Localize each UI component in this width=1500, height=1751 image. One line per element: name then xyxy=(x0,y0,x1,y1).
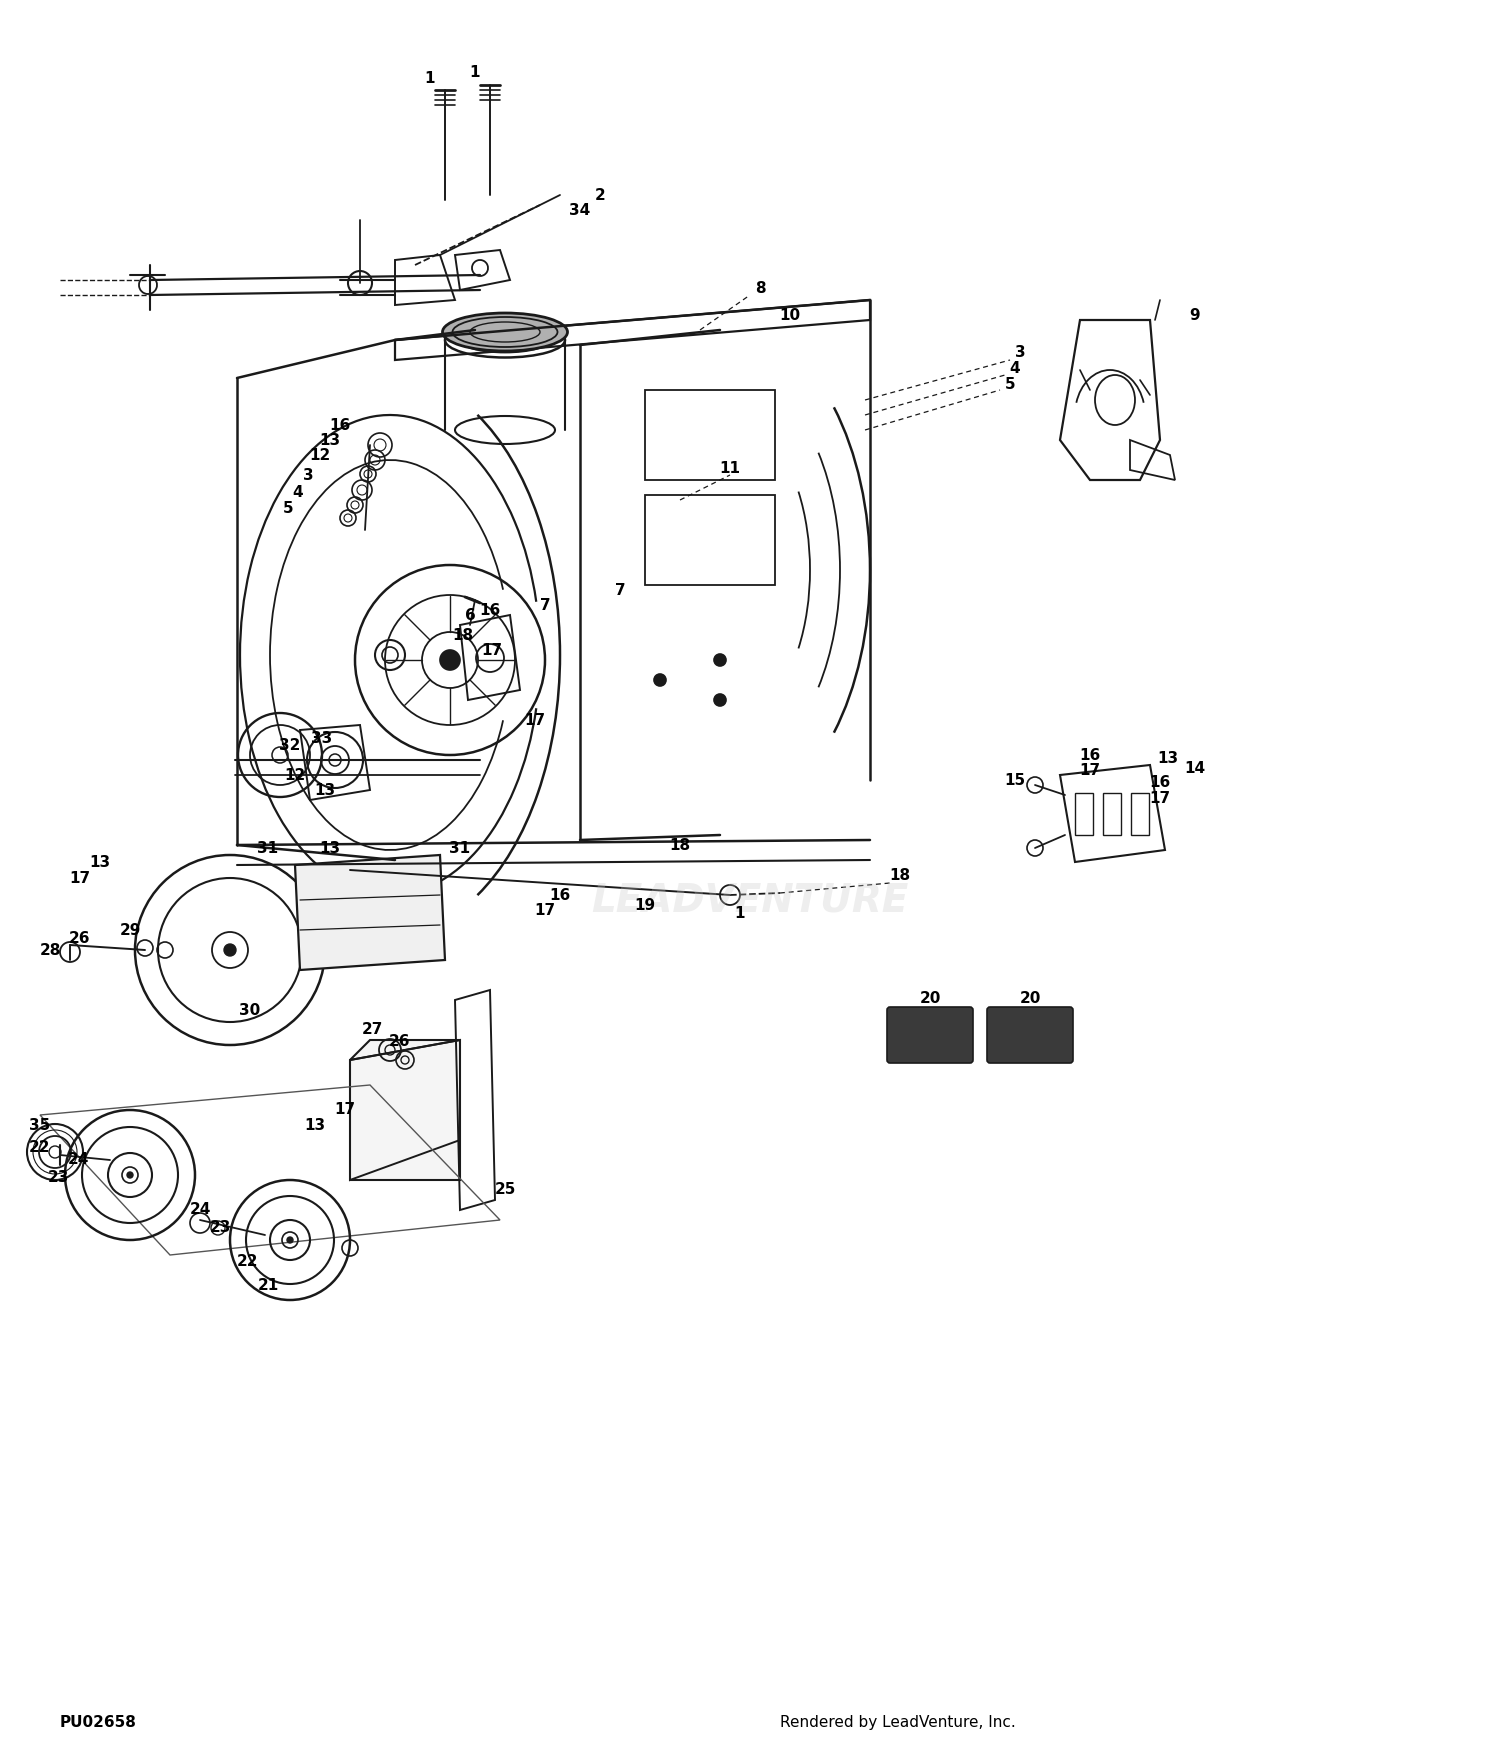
Text: 21: 21 xyxy=(258,1278,279,1292)
Text: 16: 16 xyxy=(480,602,501,618)
Text: 17: 17 xyxy=(1080,762,1101,777)
Text: 24: 24 xyxy=(68,1152,88,1168)
Text: 2: 2 xyxy=(594,187,606,203)
Text: 19: 19 xyxy=(634,898,656,912)
Text: 26: 26 xyxy=(69,930,90,946)
Circle shape xyxy=(714,655,726,665)
Text: 17: 17 xyxy=(69,870,90,886)
Text: 1: 1 xyxy=(735,905,746,921)
Text: 18: 18 xyxy=(669,837,690,853)
Text: 13: 13 xyxy=(90,854,111,870)
Text: 35: 35 xyxy=(30,1117,51,1133)
Text: 6: 6 xyxy=(465,608,476,623)
Text: 3: 3 xyxy=(303,468,313,483)
Text: 5: 5 xyxy=(1005,376,1016,392)
Text: 13: 13 xyxy=(320,432,340,448)
Text: 23: 23 xyxy=(48,1170,69,1184)
Text: 23: 23 xyxy=(210,1220,231,1236)
Bar xyxy=(1076,793,1094,835)
Bar xyxy=(1131,793,1149,835)
Circle shape xyxy=(440,650,460,671)
Text: 16: 16 xyxy=(330,417,351,432)
Text: 17: 17 xyxy=(534,902,555,918)
Text: PU02658: PU02658 xyxy=(60,1714,136,1730)
Polygon shape xyxy=(350,1040,460,1180)
Text: 27: 27 xyxy=(362,1023,382,1038)
Text: 26: 26 xyxy=(390,1035,411,1049)
Text: 13: 13 xyxy=(1158,751,1179,765)
Text: 22: 22 xyxy=(237,1254,258,1269)
Text: 16: 16 xyxy=(549,888,570,902)
Text: 16: 16 xyxy=(1149,774,1170,790)
Text: LEADVENTURE: LEADVENTURE xyxy=(591,881,909,919)
Bar xyxy=(645,390,776,480)
Text: 4: 4 xyxy=(1010,361,1020,375)
Ellipse shape xyxy=(442,313,567,350)
Text: 17: 17 xyxy=(525,713,546,727)
Text: 33: 33 xyxy=(312,730,333,746)
Circle shape xyxy=(128,1171,134,1178)
Text: 20: 20 xyxy=(1020,991,1041,1005)
Text: 30: 30 xyxy=(240,1003,261,1017)
FancyBboxPatch shape xyxy=(987,1007,1072,1063)
Text: 11: 11 xyxy=(720,461,741,476)
Text: 9: 9 xyxy=(1190,308,1200,322)
Text: 7: 7 xyxy=(615,583,626,597)
Text: 1: 1 xyxy=(470,65,480,79)
Text: 31: 31 xyxy=(258,840,279,856)
Circle shape xyxy=(714,693,726,706)
Text: 13: 13 xyxy=(304,1117,326,1133)
Text: 25: 25 xyxy=(495,1182,516,1198)
Text: 10: 10 xyxy=(780,308,801,322)
Text: 1: 1 xyxy=(424,70,435,86)
Text: 17: 17 xyxy=(482,643,502,657)
Text: 14: 14 xyxy=(1185,760,1206,776)
Text: 18: 18 xyxy=(453,627,474,643)
Text: 4: 4 xyxy=(292,485,303,499)
Text: 32: 32 xyxy=(279,737,300,753)
Text: 28: 28 xyxy=(39,942,60,958)
Text: 22: 22 xyxy=(30,1140,51,1156)
Text: 15: 15 xyxy=(1005,772,1026,788)
Text: 24: 24 xyxy=(189,1203,210,1217)
Polygon shape xyxy=(296,854,446,970)
Text: 29: 29 xyxy=(120,923,141,937)
Text: 17: 17 xyxy=(334,1103,356,1117)
Text: 18: 18 xyxy=(890,867,910,883)
Text: 3: 3 xyxy=(1014,345,1026,359)
Bar xyxy=(1102,793,1120,835)
Circle shape xyxy=(286,1236,292,1243)
Text: 12: 12 xyxy=(309,448,330,462)
Text: 12: 12 xyxy=(285,767,306,783)
Text: 5: 5 xyxy=(282,501,294,515)
Text: 20: 20 xyxy=(920,991,940,1005)
Text: 34: 34 xyxy=(570,203,591,217)
Text: 13: 13 xyxy=(315,783,336,797)
Text: 31: 31 xyxy=(450,840,471,856)
Text: Rendered by LeadVenture, Inc.: Rendered by LeadVenture, Inc. xyxy=(780,1714,1016,1730)
Circle shape xyxy=(654,674,666,686)
Text: 17: 17 xyxy=(1149,790,1170,805)
Text: 7: 7 xyxy=(540,597,550,613)
FancyBboxPatch shape xyxy=(886,1007,974,1063)
Text: 8: 8 xyxy=(754,280,765,296)
Bar xyxy=(645,496,776,585)
Circle shape xyxy=(224,944,236,956)
Text: 16: 16 xyxy=(1080,748,1101,762)
Text: 13: 13 xyxy=(320,840,340,856)
